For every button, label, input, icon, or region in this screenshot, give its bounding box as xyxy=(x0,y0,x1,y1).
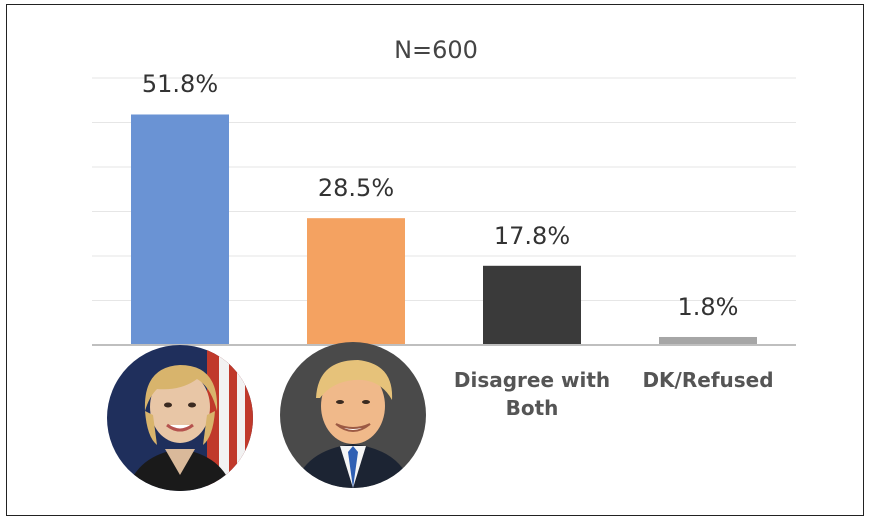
data-label-2: 17.8% xyxy=(493,221,571,250)
category-label-3: DK/Refused xyxy=(613,366,803,394)
data-label-1: 28.5% xyxy=(317,174,395,203)
bar-1 xyxy=(307,218,405,345)
bars xyxy=(131,114,757,346)
category-label-2: Disagree with Both xyxy=(437,366,627,422)
data-label-3: 1.8% xyxy=(677,292,739,321)
bar-2 xyxy=(483,265,581,345)
donald-trump-portrait xyxy=(280,342,426,488)
bar-3 xyxy=(659,336,757,345)
category-label-line: Both xyxy=(505,396,559,420)
bar-0 xyxy=(131,114,229,346)
hillary-clinton-portrait xyxy=(107,345,253,491)
category-label-line: DK/Refused xyxy=(642,368,774,392)
data-label-0: 51.8% xyxy=(141,70,219,99)
category-label-line: Disagree with xyxy=(453,368,611,392)
chart-title: N=600 xyxy=(394,36,478,64)
